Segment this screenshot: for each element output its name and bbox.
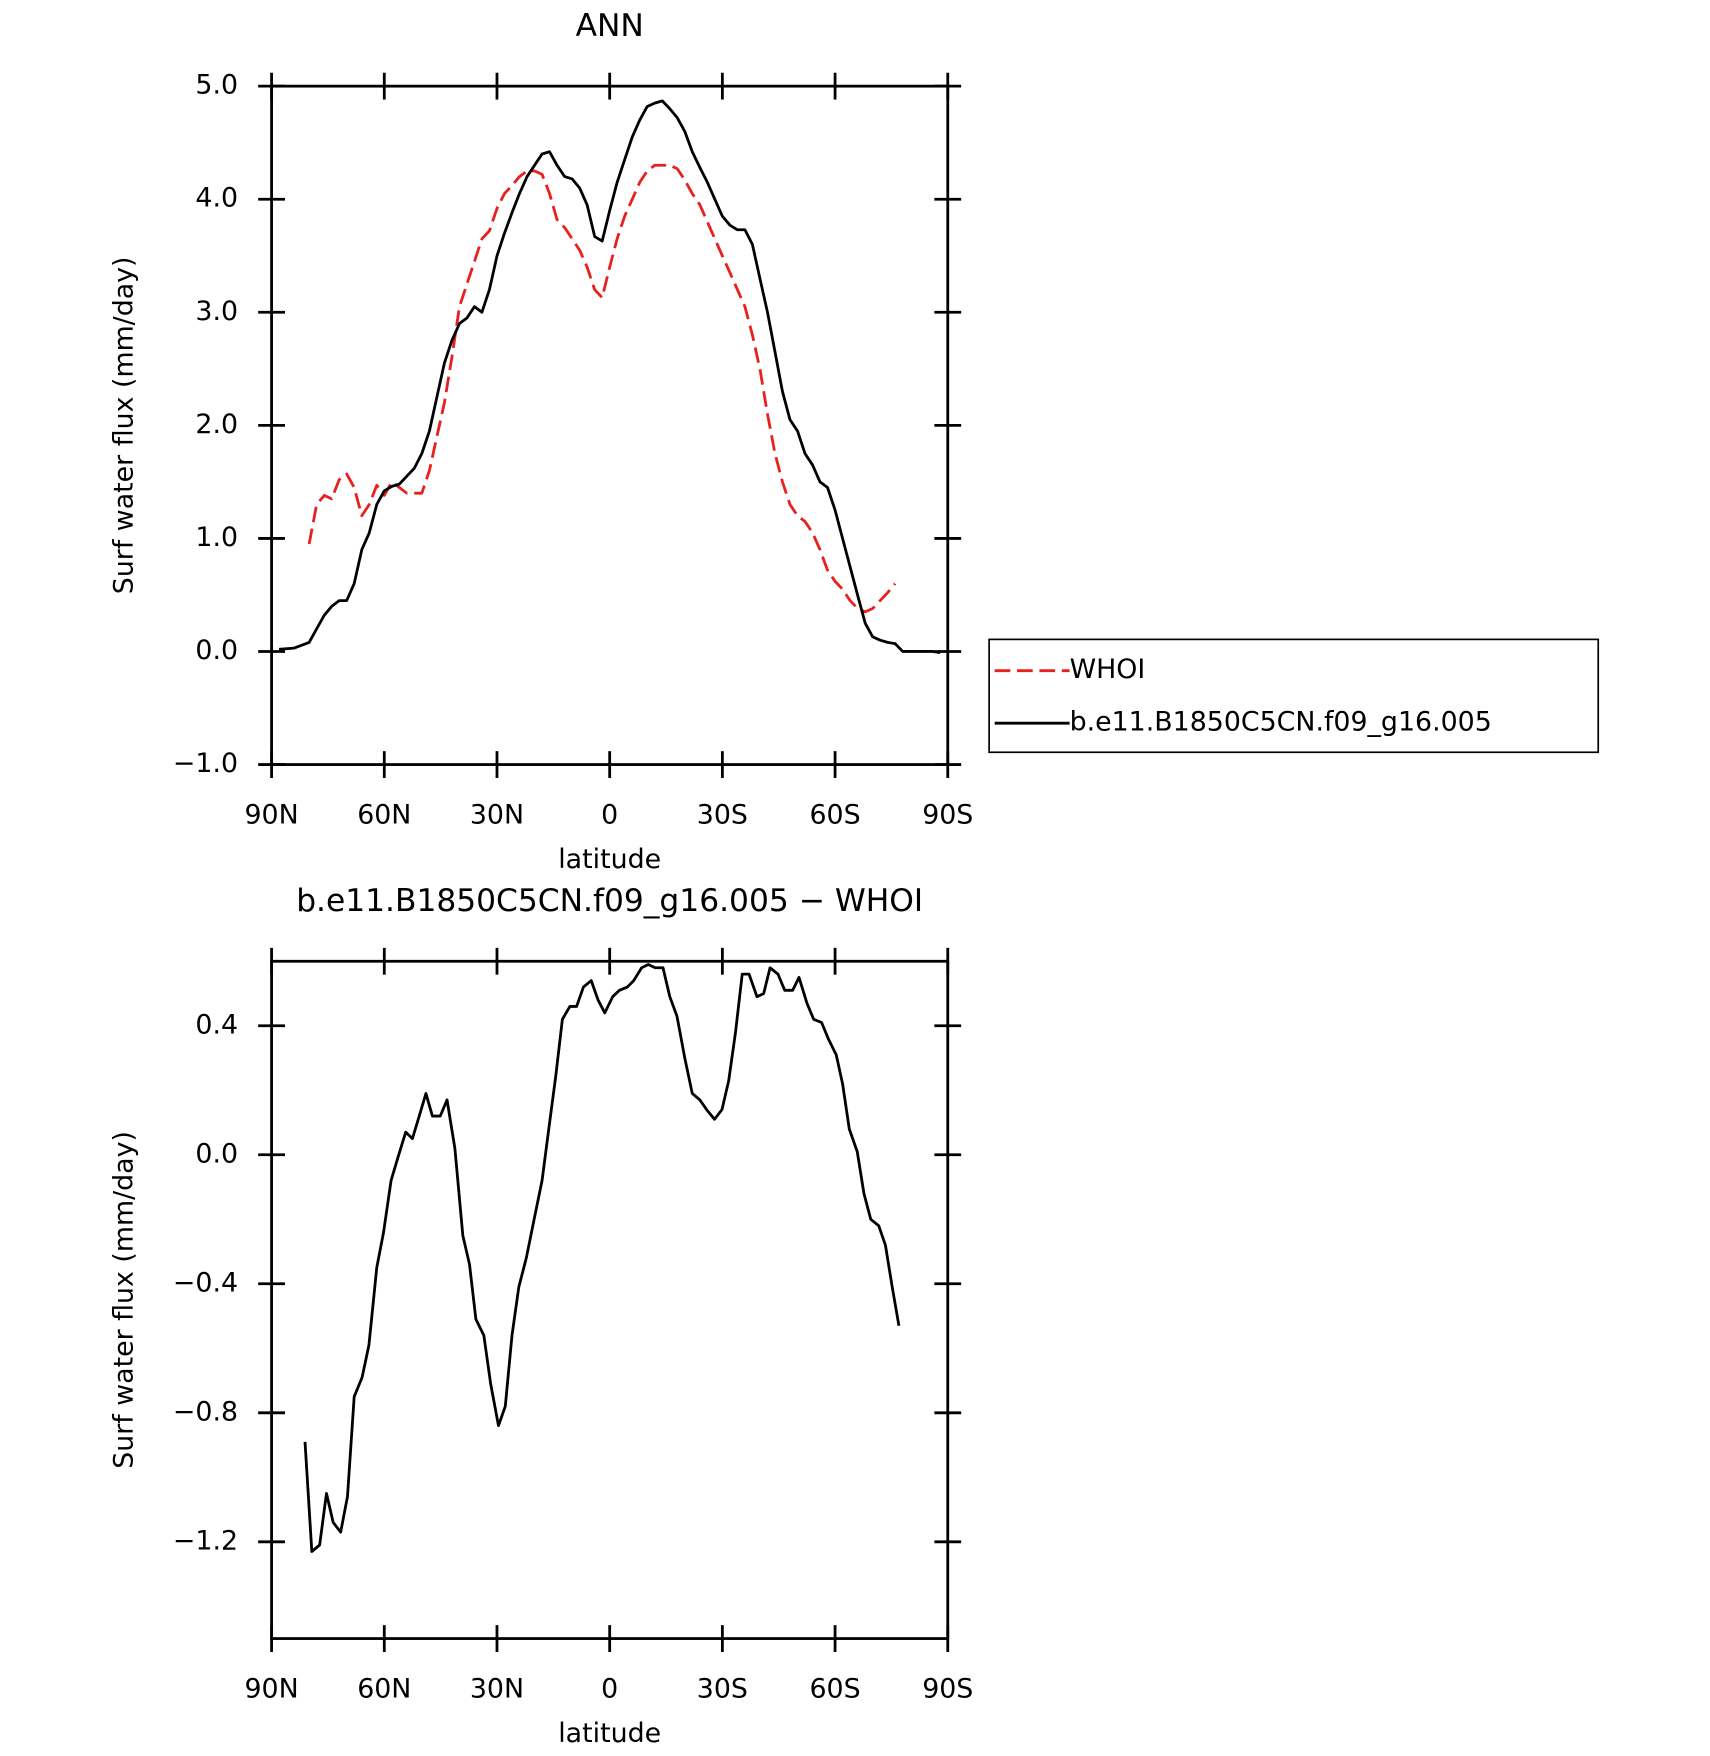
chart-title: b.e11.B1850C5CN.f09_g16.005 − WHOI (296, 883, 923, 919)
x-tick-label: 30S (697, 1673, 748, 1704)
y-tick-label: 0.0 (195, 1138, 238, 1169)
data-line (278, 99, 941, 654)
legend-label: b.e11.B1850C5CN.f09_g16.005 (1070, 707, 1492, 738)
y-tick-label: 3.0 (195, 296, 238, 327)
y-tick-label: 4.0 (195, 183, 238, 214)
y-tick-label: 2.0 (195, 409, 238, 440)
y-tick-label: −1.0 (173, 748, 238, 779)
x-tick-label: 60N (357, 1673, 411, 1704)
x-tick-label: 30N (470, 1673, 524, 1704)
x-axis-label: latitude (558, 844, 661, 875)
legend-box (988, 638, 1600, 754)
x-tick-label: 60N (357, 799, 411, 830)
y-tick-label: −1.2 (173, 1525, 238, 1556)
x-tick-label: 0 (601, 799, 618, 830)
x-tick-label: 60S (809, 799, 860, 830)
x-tick-label: 0 (601, 1673, 618, 1704)
x-tick-label: 30S (697, 799, 748, 830)
y-tick-label: −0.4 (173, 1267, 238, 1298)
y-axis-label: Surf water flux (mm/day) (109, 1131, 140, 1469)
x-tick-label: 90N (244, 1673, 298, 1704)
y-tick-label: 1.0 (195, 522, 238, 553)
y-tick-label: 5.0 (195, 70, 238, 101)
x-tick-label: 90S (922, 799, 973, 830)
y-tick-label: −0.8 (173, 1396, 238, 1427)
chart-title: ANN (576, 8, 644, 44)
x-tick-label: 30N (470, 799, 524, 830)
data-line (303, 963, 901, 1553)
x-axis-label: latitude (558, 1718, 661, 1749)
x-tick-label: 90N (244, 799, 298, 830)
data-line (307, 163, 897, 614)
y-tick-label: 0.0 (195, 635, 238, 666)
x-tick-label: 60S (809, 1673, 860, 1704)
y-tick-label: 0.4 (195, 1009, 238, 1040)
y-axis-label: Surf water flux (mm/day) (109, 257, 140, 595)
plot-frame (270, 84, 950, 766)
legend-label: WHOI (1070, 654, 1146, 685)
x-tick-label: 90S (922, 1673, 973, 1704)
